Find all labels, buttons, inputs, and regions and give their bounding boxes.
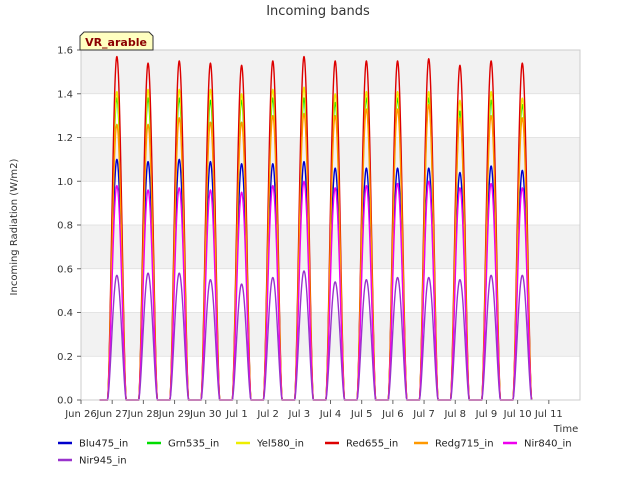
- y-tick-label: 1.0: [57, 177, 73, 188]
- x-axis-label: Time: [553, 424, 578, 435]
- x-tick-label: Jun 28: [127, 409, 160, 420]
- plot-band: [81, 93, 580, 138]
- x-tick-label: Jul 10: [503, 409, 532, 420]
- legend-label: Blu475_in: [79, 439, 128, 450]
- legend-item-yel580_in: Yel580_in: [236, 439, 304, 450]
- chart-title: Incoming bands: [266, 4, 370, 19]
- x-tick-label: Jul 5: [350, 409, 373, 420]
- legend-item-redg715_in: Redg715_in: [414, 439, 494, 450]
- x-tick-label: Jul 8: [443, 409, 466, 420]
- site-badge-box: [79, 31, 154, 51]
- legend-label: Grn535_in: [168, 439, 219, 450]
- y-axis-label: Incoming Radiation (W/m2): [9, 158, 20, 295]
- site-label: VR_arable: [85, 36, 147, 49]
- x-tick-label: Jun 29: [158, 409, 191, 420]
- x-tick-label: Jul 3: [288, 409, 311, 420]
- x-tick-label: Jul 9: [475, 409, 498, 420]
- legend-label: Nir945_in: [79, 456, 127, 467]
- x-tick-label: Jun 27: [95, 409, 128, 420]
- legend-item-red655_in: Red655_in: [325, 439, 398, 450]
- y-tick-label: 0.0: [57, 396, 73, 407]
- legend-item-blu475_in: Blu475_in: [58, 439, 128, 450]
- x-axis-ticks: Jun 26 Jun 27 Jun 28 Jun 29 Jun 30 Jul 1 Jul 2…: [64, 400, 563, 420]
- y-tick-label: 0.6: [57, 264, 73, 275]
- x-tick-label: Jul 2: [256, 409, 279, 420]
- site-badge: VR_arable: [79, 31, 154, 51]
- legend-label: Redg715_in: [435, 439, 494, 450]
- y-tick-label: 0.4: [57, 308, 73, 319]
- y-tick-label: 1.6: [57, 46, 73, 57]
- legend-label: Yel580_in: [256, 439, 304, 450]
- x-tick-label: Jul 6: [381, 409, 404, 420]
- y-tick-label: 0.2: [57, 352, 73, 363]
- legend-label: Red655_in: [346, 439, 398, 450]
- x-tick-label: Jul 4: [319, 409, 342, 420]
- legend-item-nir840_in: Nir840_in: [503, 439, 572, 450]
- x-tick-label: Jun 26: [64, 409, 97, 420]
- y-tick-label: 1.2: [57, 133, 73, 144]
- plot-band: [81, 50, 580, 94]
- legend-item-nir945_in: Nir945_in: [58, 456, 127, 467]
- plot-band: [81, 356, 580, 400]
- x-tick-label: Jul 1: [225, 409, 248, 420]
- y-tick-label: 0.8: [57, 221, 73, 232]
- x-tick-label: Jun 30: [189, 409, 222, 420]
- y-tick-label: 1.4: [57, 89, 73, 100]
- legend-label: Nir840_in: [524, 439, 572, 450]
- x-tick-label: Jul 11: [534, 409, 563, 420]
- y-axis-ticks: 0.0 0.2 0.4 0.6 0.8 1.0 1.2 1.4 1.6: [57, 46, 81, 407]
- legend-item-grn535_in: Grn535_in: [147, 439, 219, 450]
- legend: Blu475_in Grn535_in Yel580_in Red655_in Redg…: [58, 439, 572, 467]
- x-tick-label: Jul 7: [412, 409, 435, 420]
